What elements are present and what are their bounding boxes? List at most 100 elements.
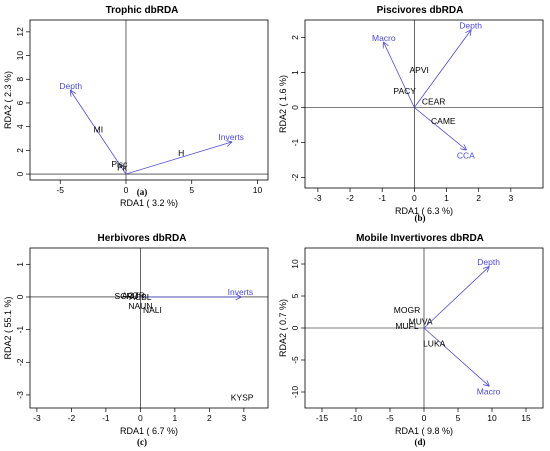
species-label: MOGR [394, 305, 420, 315]
y-tick-label: -2 [15, 358, 25, 366]
x-tick-label: 5 [456, 413, 461, 423]
vector-label: Depth [477, 257, 500, 267]
x-tick-label: -10 [350, 413, 363, 423]
panel-title: Herbivores dbRDA [98, 233, 187, 244]
species-label: H [178, 148, 184, 158]
vector-label: Inverts [228, 287, 254, 297]
panel-title: Mobile Invertivores dbRDA [356, 233, 484, 244]
vector-arrow [423, 267, 489, 329]
y-tick-label: 0 [290, 105, 300, 110]
plot-frame [29, 19, 269, 181]
y-tick-label: 8 [15, 77, 25, 82]
x-tick-label: -5 [56, 185, 64, 195]
vector-arrow [71, 91, 127, 175]
x-tick-label: 3 [241, 413, 246, 423]
panel-caption: (c) [137, 437, 147, 447]
y-tick-label: 10 [15, 51, 25, 61]
x-axis-label: RDA1 ( 3.2 %) [120, 198, 178, 208]
species-label: NALI [143, 305, 162, 315]
species-label: APVI [409, 65, 428, 75]
x-tick-label: 0 [124, 185, 129, 195]
x-tick-label: 15 [521, 413, 531, 423]
y-tick-label: 5 [290, 293, 300, 298]
plot-frame [29, 247, 269, 409]
x-axis-label: RDA1 ( 6.7 %) [120, 426, 178, 436]
species-label: CEAR [422, 97, 446, 107]
x-tick-label: 2 [207, 413, 212, 423]
vector-label: Depth [459, 21, 482, 31]
vector-label: Macro [372, 33, 396, 43]
species-label: SCRU [115, 291, 139, 301]
y-tick-label: -5 [290, 356, 300, 364]
x-tick-label: 5 [189, 185, 194, 195]
vector-arrow [125, 142, 231, 175]
y-axis-label: RDA2 ( 1.6 %) [278, 75, 288, 133]
x-tick-label: 0 [138, 413, 143, 423]
y-tick-label: 0 [290, 325, 300, 330]
vector-label: Inverts [218, 132, 244, 142]
panel-title: Piscivores dbRDA [377, 5, 464, 16]
x-tick-label: -3 [314, 193, 322, 203]
panel-title: Trophic dbRDA [106, 5, 179, 16]
plot-frame [304, 19, 544, 189]
x-tick-label: -2 [346, 193, 354, 203]
y-axis-label: RDA2 ( 2.3 %) [3, 71, 13, 129]
x-tick-label: -1 [378, 193, 386, 203]
panel-caption: (b) [415, 213, 426, 223]
vector-arrow [414, 31, 470, 108]
panel-1: Trophic dbRDA -5 0 5 10 0 2 4 6 8 10 12 RDA1 ( 3.2 %… [3, 5, 269, 208]
x-tick-label: 1 [444, 193, 449, 203]
x-tick-label: 0 [412, 193, 417, 203]
y-tick-label: 4 [15, 124, 25, 129]
x-axis-label: RDA1 ( 9.8 %) [395, 426, 453, 436]
y-tick-label: 6 [15, 100, 25, 105]
x-tick-label: 2 [476, 193, 481, 203]
y-tick-label: -2 [290, 173, 300, 181]
species-label: NAUN [128, 301, 152, 311]
y-tick-label: -3 [15, 391, 25, 399]
species-label: KYSP [231, 392, 254, 402]
vector-label: CCA [457, 151, 475, 161]
x-tick-label: -15 [316, 413, 329, 423]
vector-arrow [423, 327, 489, 386]
y-tick-label: -10 [290, 386, 300, 399]
panel-caption: (d) [415, 437, 426, 447]
y-tick-label: 10 [290, 259, 300, 269]
vector-arrow [414, 107, 465, 150]
x-tick-label: 0 [422, 413, 427, 423]
species-label: Pisc [111, 159, 128, 169]
vector-label: Macro [477, 387, 501, 397]
x-tick-label: 1 [173, 413, 178, 423]
panel-caption: (a) [137, 187, 148, 197]
y-axis-label: RDA2 ( 0.7 %) [278, 299, 288, 357]
species-label: MUVA [409, 316, 433, 326]
y-tick-label: 1 [15, 262, 25, 267]
x-tick-label: -3 [33, 413, 41, 423]
species-label: PACY [393, 86, 416, 96]
species-label: ACTR [122, 291, 145, 301]
y-tick-label: 2 [290, 35, 300, 40]
panel-2: Piscivores dbRDA -3 -2 -1 0 1 2 3 -2 -1 0 1 2 RDA1 ( … [278, 5, 544, 223]
y-tick-label: 1 [290, 70, 300, 75]
species-label: Pk [117, 162, 128, 172]
panel-3: Herbivores dbRDA -3 -2 -1 0 1 2 3 -3 -2 -1 0 1 RDA1 (… [3, 233, 269, 447]
species-label: MI [94, 124, 103, 134]
vector-arrow [384, 43, 415, 108]
species-label: ACBL [129, 292, 151, 302]
y-tick-label: 0 [15, 171, 25, 176]
x-tick-label: 10 [253, 185, 263, 195]
y-tick-label: -1 [290, 138, 300, 146]
y-tick-label: 0 [15, 294, 25, 299]
y-tick-label: 2 [15, 148, 25, 153]
y-axis-label: RDA2 ( 55.1 %) [3, 296, 13, 359]
vector-label: Depth [59, 81, 82, 91]
x-axis-label: RDA1 ( 6.3 %) [395, 206, 453, 216]
x-tick-label: -5 [386, 413, 394, 423]
x-tick-label: -1 [102, 413, 110, 423]
x-tick-label: 10 [487, 413, 497, 423]
species-label: CAME [431, 116, 456, 126]
y-tick-label: -1 [15, 326, 25, 334]
y-tick-label: 12 [15, 27, 25, 37]
x-tick-label: 3 [508, 193, 513, 203]
